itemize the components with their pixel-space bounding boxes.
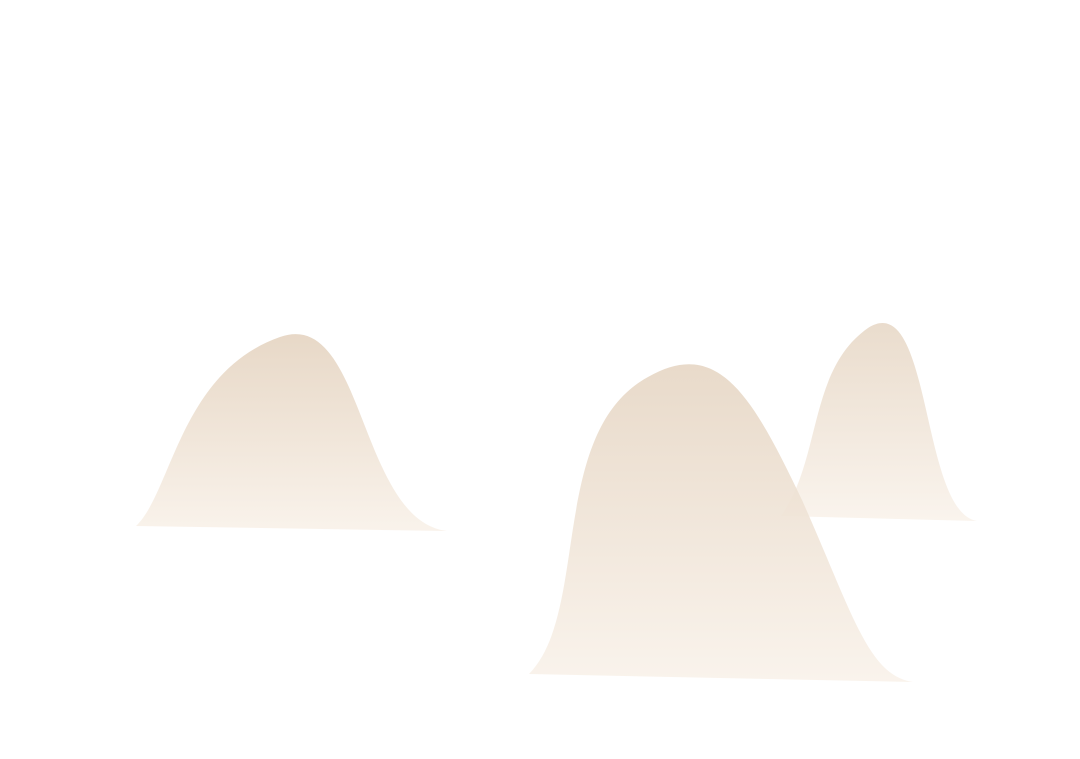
right-hill [781, 323, 977, 521]
left-hill [136, 334, 447, 531]
center-hill [529, 364, 913, 682]
